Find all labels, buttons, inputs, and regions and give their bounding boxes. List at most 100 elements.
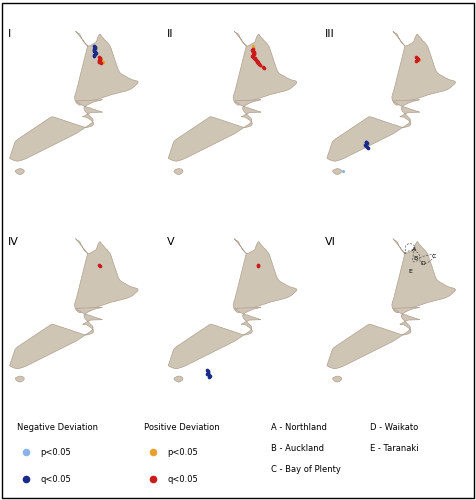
- Point: [91, 43, 99, 51]
- Point: [260, 64, 268, 72]
- Point: [249, 42, 257, 50]
- Point: [250, 54, 258, 62]
- Point: [90, 44, 98, 52]
- Polygon shape: [327, 100, 420, 161]
- Text: C: C: [431, 254, 436, 258]
- Point: [90, 42, 98, 50]
- Point: [414, 55, 421, 63]
- Point: [98, 56, 105, 64]
- Point: [90, 46, 98, 54]
- Point: [149, 448, 157, 456]
- Point: [204, 368, 212, 376]
- Point: [255, 262, 262, 270]
- Text: p<0.05: p<0.05: [40, 448, 71, 456]
- Point: [415, 56, 422, 64]
- Point: [249, 44, 257, 52]
- Point: [97, 55, 104, 63]
- Point: [96, 58, 104, 66]
- Point: [255, 60, 262, 68]
- Point: [412, 56, 420, 64]
- Point: [90, 51, 98, 59]
- Point: [204, 367, 211, 375]
- Polygon shape: [15, 376, 24, 382]
- Point: [362, 138, 370, 146]
- Polygon shape: [174, 376, 183, 382]
- Point: [95, 56, 102, 64]
- Text: D - Waikato: D - Waikato: [370, 423, 418, 432]
- Point: [99, 58, 107, 66]
- Text: II: II: [167, 30, 173, 40]
- Point: [90, 46, 98, 54]
- Polygon shape: [233, 31, 297, 105]
- Text: VI: VI: [325, 237, 336, 247]
- Point: [91, 48, 99, 56]
- Polygon shape: [75, 31, 138, 105]
- Text: A: A: [412, 248, 416, 252]
- Text: q<0.05: q<0.05: [40, 475, 71, 484]
- Point: [206, 372, 213, 380]
- Point: [362, 142, 370, 150]
- Point: [415, 56, 423, 64]
- Point: [250, 48, 258, 56]
- Point: [248, 46, 256, 54]
- Point: [254, 261, 261, 269]
- Point: [253, 56, 260, 64]
- Text: q<0.05: q<0.05: [168, 475, 198, 484]
- Text: A - Northland: A - Northland: [271, 423, 327, 432]
- Polygon shape: [75, 238, 138, 312]
- Point: [205, 371, 213, 379]
- Point: [251, 54, 258, 62]
- Polygon shape: [333, 168, 342, 174]
- Polygon shape: [392, 31, 456, 105]
- Point: [249, 52, 257, 60]
- Polygon shape: [168, 307, 261, 368]
- Point: [250, 48, 258, 56]
- Text: B - Auckland: B - Auckland: [271, 444, 324, 453]
- Point: [363, 143, 371, 151]
- Point: [364, 144, 372, 152]
- Point: [99, 58, 107, 66]
- Text: V: V: [167, 237, 174, 247]
- Point: [413, 56, 421, 64]
- Polygon shape: [168, 100, 261, 161]
- Polygon shape: [10, 100, 102, 161]
- Point: [249, 51, 257, 59]
- Text: p<0.05: p<0.05: [168, 448, 198, 456]
- Point: [362, 138, 369, 145]
- Polygon shape: [327, 307, 420, 368]
- Text: III: III: [325, 30, 335, 40]
- Point: [92, 50, 99, 58]
- Point: [95, 54, 103, 62]
- Point: [97, 60, 104, 68]
- Point: [205, 368, 212, 376]
- Point: [91, 44, 99, 52]
- Polygon shape: [233, 238, 297, 312]
- Point: [96, 54, 104, 62]
- Polygon shape: [15, 168, 24, 174]
- Point: [204, 370, 212, 378]
- Point: [249, 46, 257, 54]
- Text: D: D: [421, 260, 426, 266]
- Point: [22, 476, 30, 484]
- Point: [256, 60, 264, 68]
- Text: I: I: [8, 30, 11, 40]
- Point: [203, 366, 210, 374]
- Point: [252, 55, 259, 63]
- Text: B: B: [413, 256, 417, 262]
- Point: [205, 372, 213, 380]
- Point: [90, 52, 98, 60]
- Point: [95, 58, 103, 66]
- Point: [259, 63, 267, 71]
- Polygon shape: [333, 376, 342, 382]
- Point: [149, 476, 157, 484]
- Point: [250, 50, 258, 58]
- Text: E - Taranaki: E - Taranaki: [370, 444, 418, 453]
- Point: [413, 54, 420, 62]
- Point: [95, 261, 103, 269]
- Point: [248, 52, 256, 60]
- Point: [362, 140, 370, 148]
- Text: IV: IV: [8, 237, 19, 247]
- Point: [363, 140, 371, 147]
- Point: [339, 167, 347, 175]
- Text: Positive Deviation: Positive Deviation: [144, 423, 219, 432]
